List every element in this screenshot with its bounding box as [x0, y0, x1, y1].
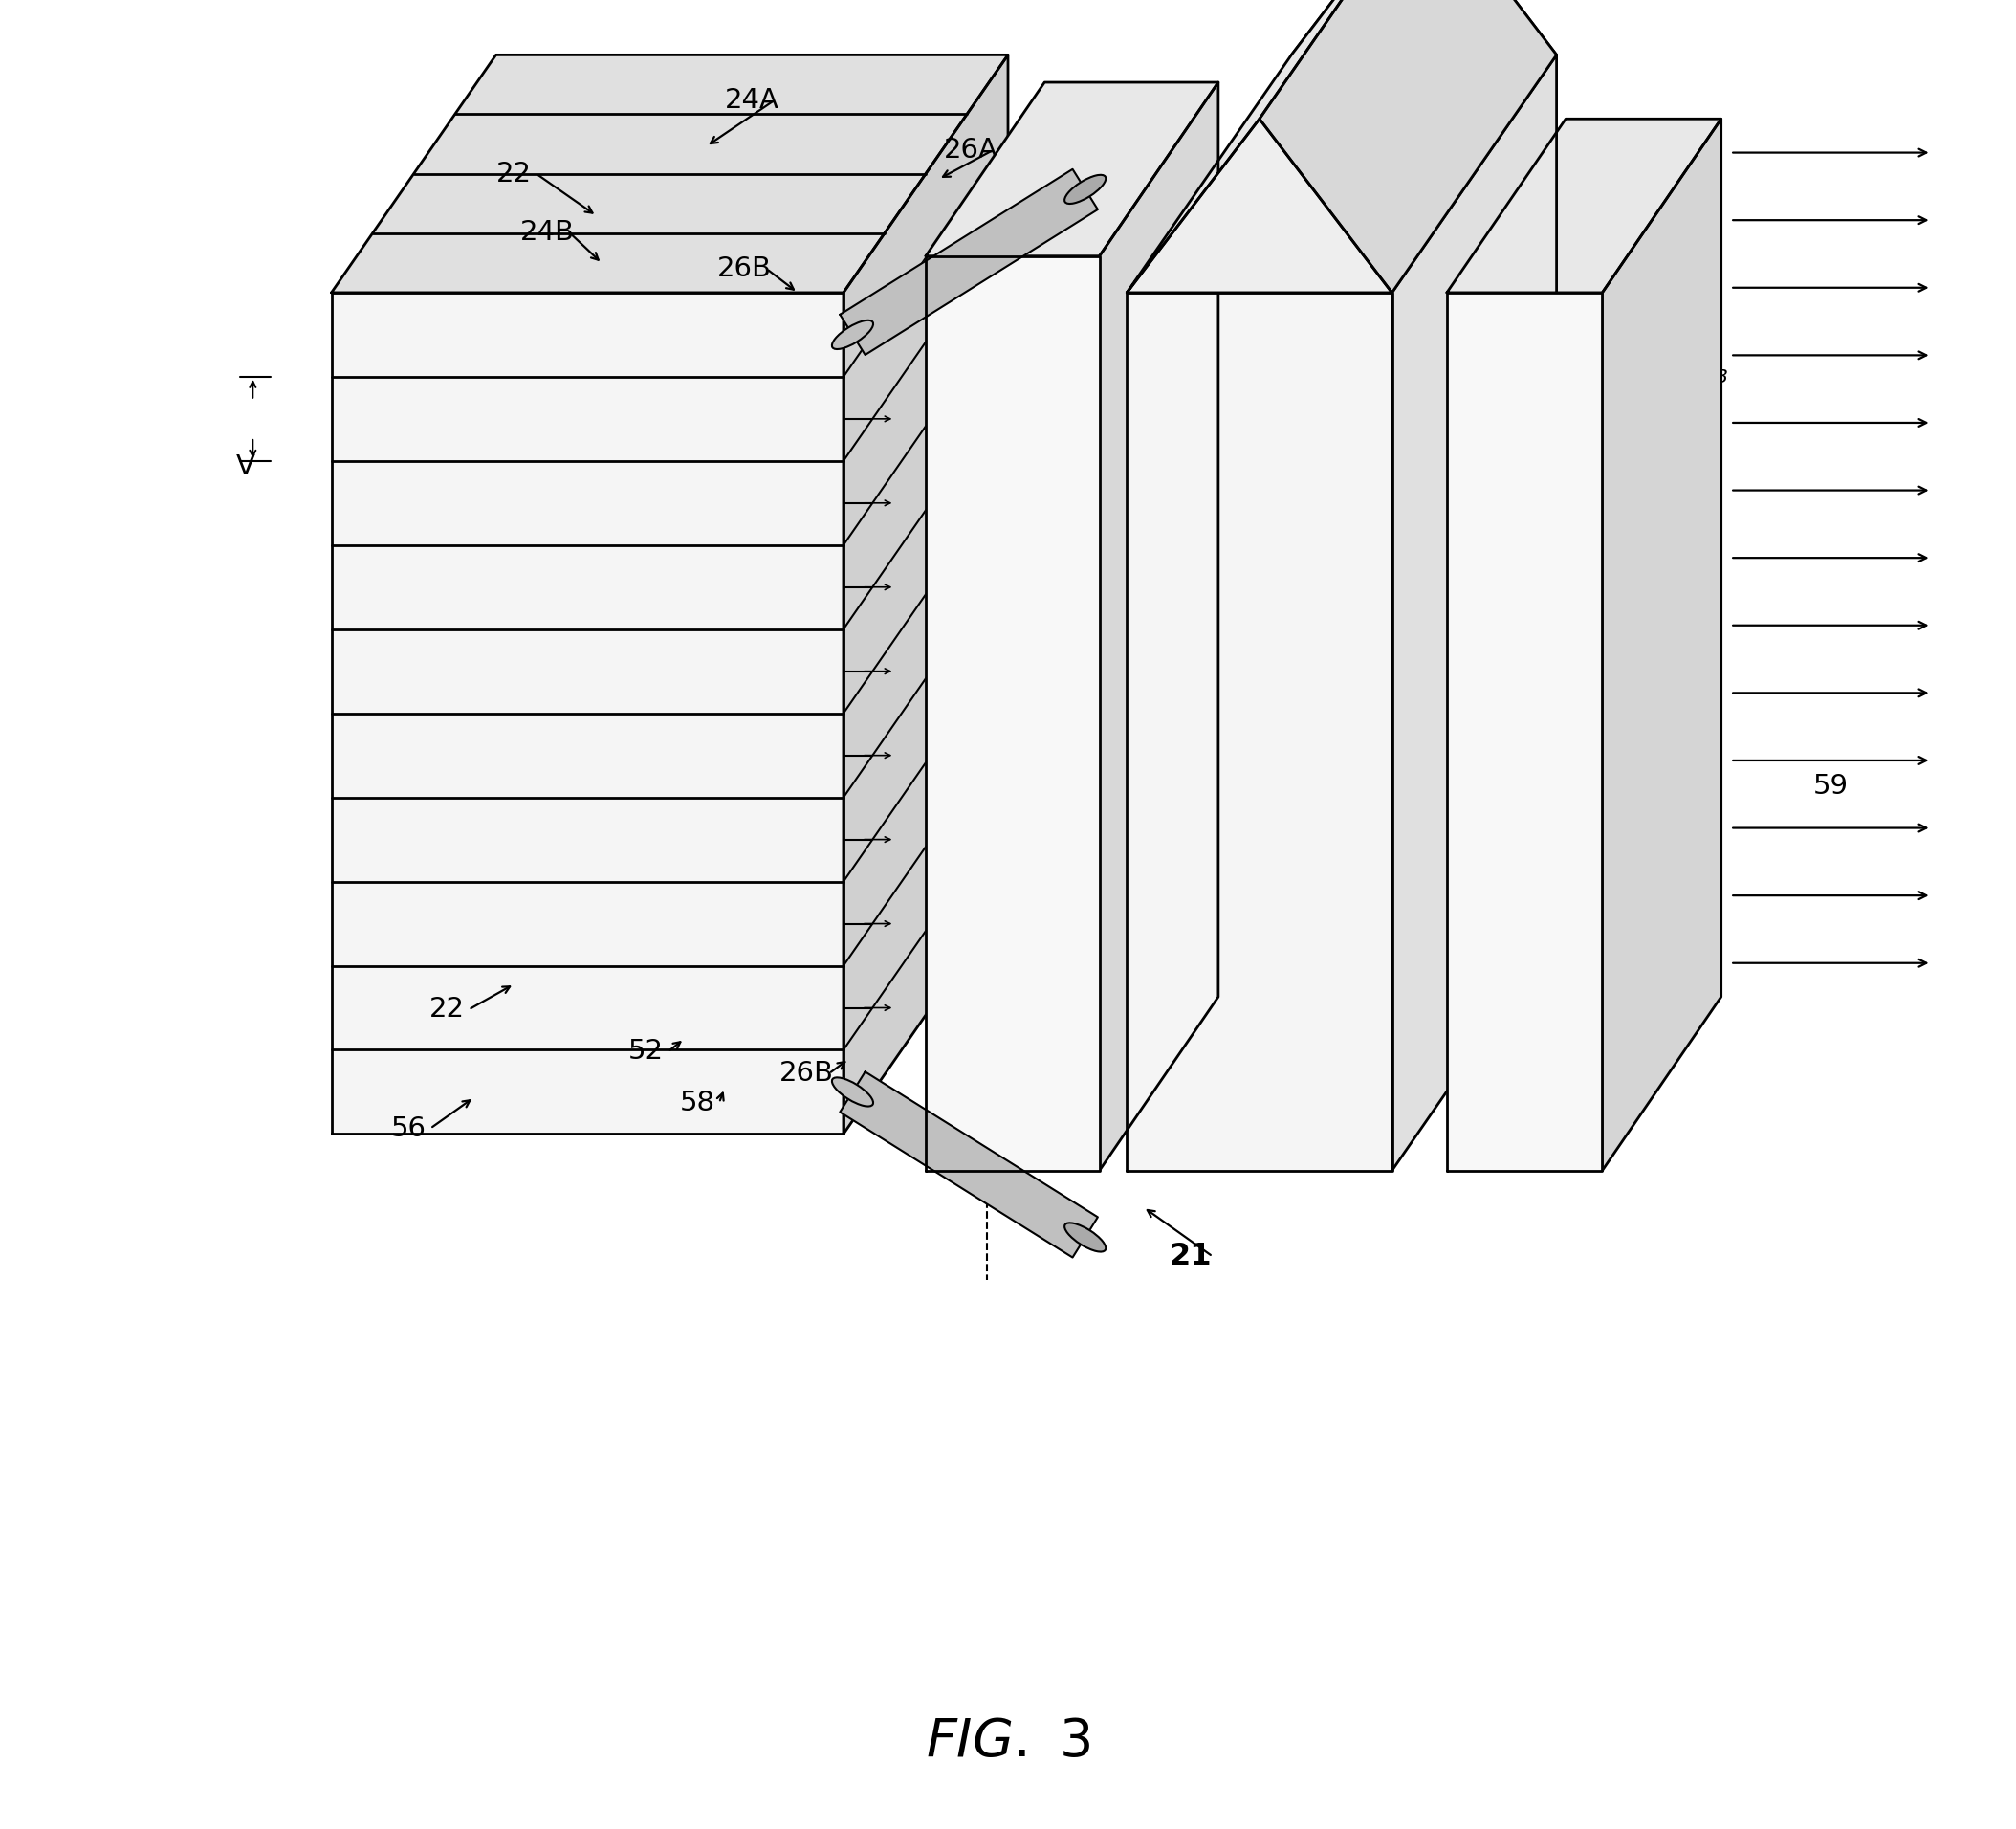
- Polygon shape: [331, 55, 1008, 293]
- Text: 26A: 26A: [943, 137, 998, 163]
- Polygon shape: [1603, 119, 1722, 1171]
- Text: 54: 54: [929, 1061, 966, 1086]
- Text: 30: 30: [1544, 1061, 1581, 1086]
- Polygon shape: [1127, 293, 1391, 1171]
- Text: $\it{Z}_B$: $\it{Z}_B$: [1695, 357, 1730, 386]
- Polygon shape: [331, 293, 843, 1134]
- Text: 22: 22: [429, 997, 464, 1022]
- Text: 52: 52: [1089, 155, 1125, 181]
- Text: 24B: 24B: [520, 219, 575, 245]
- Text: 24A: 24A: [726, 88, 780, 113]
- Ellipse shape: [833, 1077, 873, 1107]
- Text: 42: 42: [1195, 1061, 1230, 1086]
- Text: 26B: 26B: [718, 256, 772, 282]
- Text: 26B: 26B: [780, 1061, 835, 1086]
- Polygon shape: [1099, 82, 1218, 1171]
- Polygon shape: [841, 168, 1099, 355]
- Text: 56: 56: [391, 1116, 425, 1141]
- Text: $\it{Z}_A$: $\it{Z}_A$: [1238, 181, 1272, 210]
- Polygon shape: [1127, 0, 1423, 293]
- Text: 21: 21: [1169, 1242, 1212, 1271]
- Text: 58: 58: [679, 1090, 716, 1116]
- Polygon shape: [841, 1072, 1099, 1258]
- Polygon shape: [1127, 119, 1391, 293]
- Polygon shape: [843, 55, 1008, 1134]
- Polygon shape: [1260, 0, 1556, 293]
- Text: 52: 52: [629, 1039, 663, 1064]
- Ellipse shape: [1064, 1224, 1107, 1251]
- Text: 22: 22: [496, 161, 532, 187]
- Ellipse shape: [833, 320, 873, 349]
- Text: $\it{FIG.}$ $\it{3}$: $\it{FIG.}$ $\it{3}$: [925, 1716, 1091, 1767]
- Ellipse shape: [1064, 176, 1107, 203]
- Text: V: V: [236, 454, 254, 479]
- Polygon shape: [1447, 119, 1722, 293]
- Polygon shape: [925, 82, 1218, 256]
- Text: 32: 32: [1538, 157, 1574, 183]
- Text: 59: 59: [1812, 774, 1849, 799]
- Polygon shape: [1391, 55, 1556, 1171]
- Polygon shape: [925, 256, 1099, 1171]
- Polygon shape: [1447, 293, 1603, 1171]
